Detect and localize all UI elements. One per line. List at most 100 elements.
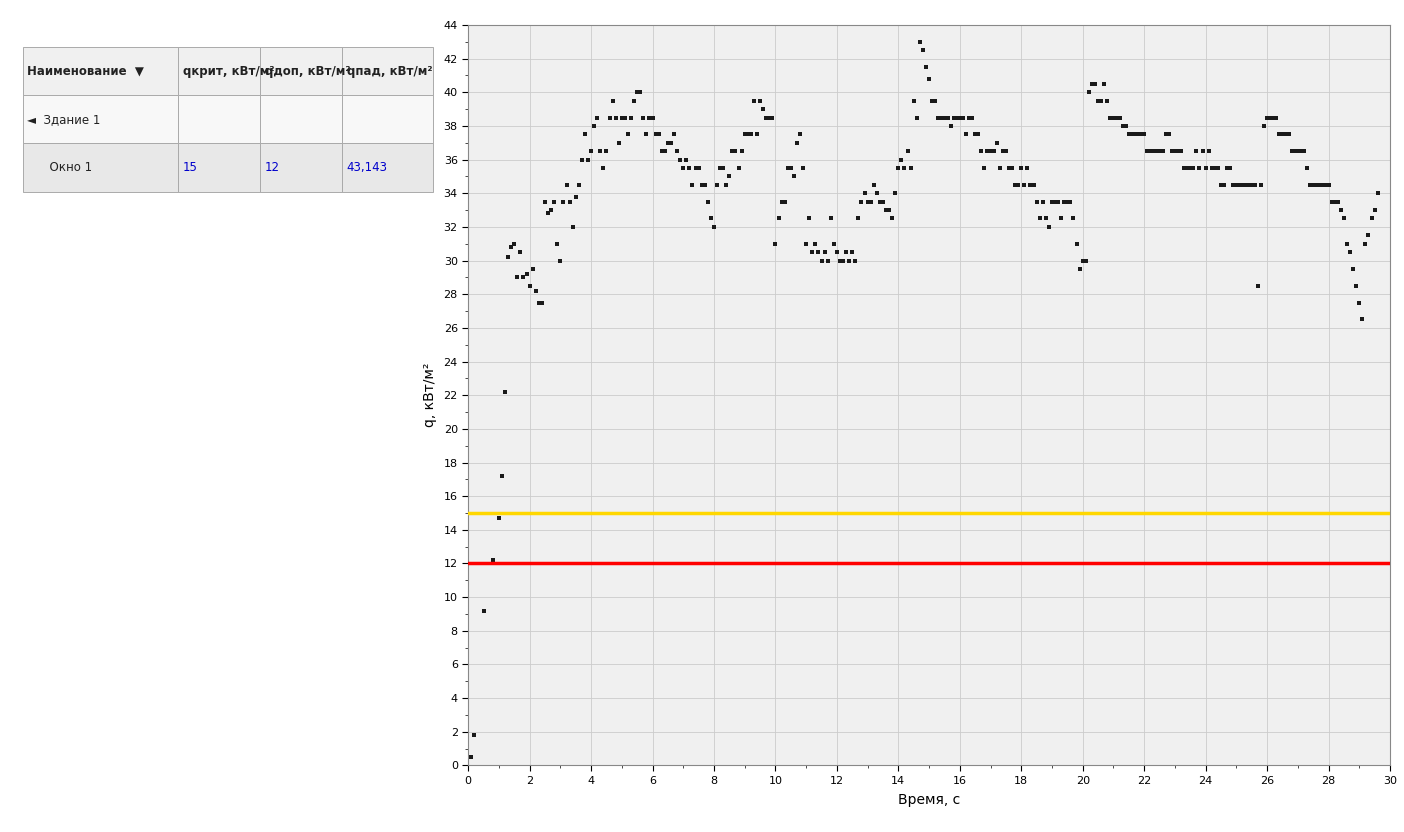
Point [1330,204,1352,217]
Point [983,145,1005,158]
Point [1105,111,1127,124]
Point [585,111,608,124]
Point [1366,186,1389,200]
Point [1081,77,1104,91]
Point [1200,161,1223,175]
Point [1050,212,1073,225]
Point [1296,161,1318,175]
Point [583,119,605,132]
Point [841,245,863,259]
Point [875,204,897,217]
Point [1271,127,1293,141]
Text: qпад, кВт/м²: qпад, кВт/м² [347,65,432,77]
Point [826,245,848,259]
Point [1066,237,1088,250]
Point [1324,195,1346,208]
Point [1182,161,1205,175]
Point [887,161,910,175]
Point [1286,145,1309,158]
Point [755,111,778,124]
Point [463,729,486,742]
Point [1014,178,1036,191]
Point [608,136,630,150]
Point [908,35,931,48]
Point [549,254,571,267]
Bar [260,96,343,143]
Point [1035,212,1057,225]
Point [647,127,670,141]
Point [1192,145,1214,158]
Point [724,145,747,158]
Point [534,195,556,208]
Point [831,254,854,267]
Point [1360,212,1383,225]
Point [952,111,974,124]
Point [771,195,793,208]
Point [1127,127,1150,141]
Point [1290,145,1313,158]
Point [592,161,615,175]
Bar [343,143,432,191]
Point [515,267,538,280]
Point [1038,220,1060,234]
Point [911,43,934,57]
Point [813,245,835,259]
Bar [22,96,178,143]
Bar [178,96,260,143]
Point [929,111,952,124]
Point [828,254,851,267]
Point [1351,313,1373,326]
Point [1262,111,1285,124]
Point [792,161,814,175]
Point [1151,145,1174,158]
Point [1221,178,1244,191]
Point [1345,280,1367,293]
Point [1241,178,1264,191]
Point [960,111,983,124]
Point [921,94,943,107]
Point [958,111,980,124]
Point [1092,77,1115,91]
Point [1007,178,1029,191]
Point [632,111,654,124]
Point [1228,178,1251,191]
Point [1009,161,1032,175]
Point [737,127,760,141]
Point [491,469,514,483]
Point [1130,127,1153,141]
Point [1309,178,1331,191]
Point [1146,145,1168,158]
Text: 43,143: 43,143 [347,161,388,174]
Point [546,237,569,250]
Point [663,127,685,141]
Point [703,220,726,234]
Bar [343,47,432,96]
Point [786,136,809,150]
Point [616,127,639,141]
Point [712,161,734,175]
Point [1179,161,1202,175]
Text: Наименование  ▼: Наименование ▼ [27,65,143,77]
Point [1001,161,1024,175]
Point [715,178,737,191]
Point [915,61,938,74]
Point [1047,195,1070,208]
Point [998,161,1021,175]
Point [1059,195,1081,208]
Point [1004,178,1026,191]
Point [595,145,618,158]
Point [1252,119,1275,132]
Point [900,161,922,175]
Point [722,145,744,158]
Point [580,145,602,158]
Point [684,161,706,175]
Point [878,204,900,217]
Point [1016,161,1039,175]
Point [1280,145,1303,158]
Point [903,94,925,107]
Point [1032,195,1054,208]
Point [505,270,528,284]
Point [1335,237,1358,250]
Point [1231,178,1254,191]
Point [494,385,517,399]
